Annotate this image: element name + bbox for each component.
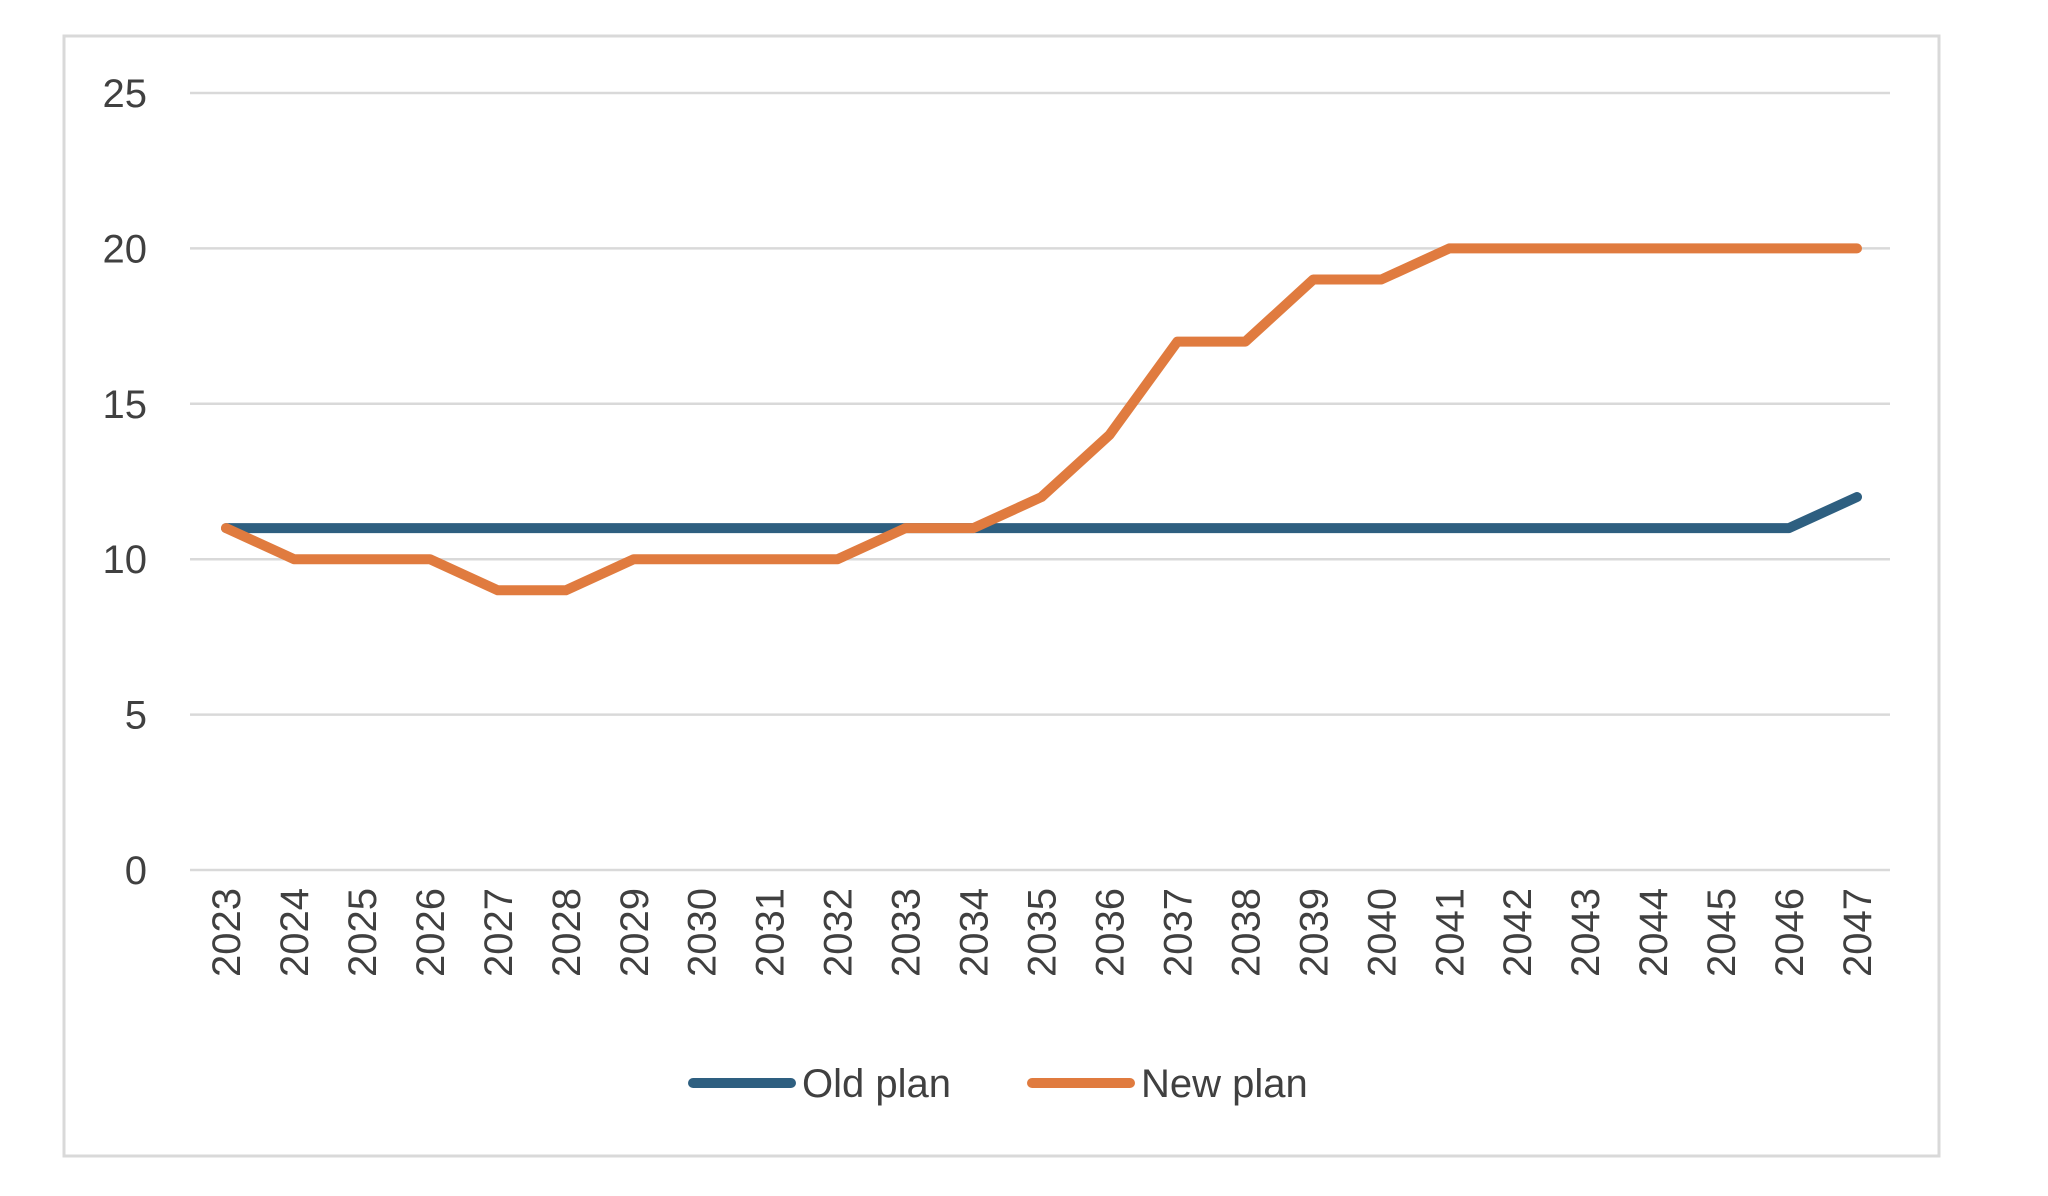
x-tick-label: 2026 [409,888,453,977]
x-tick-label: 2042 [1496,888,1540,977]
x-axis-tick-labels: 2023 2024 2025 2026 2027 2028 2029 2030 2031 2032… [205,888,1880,977]
legend-label: New plan [1141,1062,1308,1106]
x-tick-label: 2045 [1700,888,1744,977]
y-tick-label: 10 [103,538,148,582]
y-tick-label: 0 [125,849,147,893]
x-tick-label: 2027 [477,888,521,977]
x-tick-label: 2040 [1360,888,1404,977]
x-tick-label: 2047 [1836,888,1880,977]
x-tick-label: 2031 [749,888,793,977]
x-tick-label: 2044 [1632,888,1676,977]
chart-frame [62,34,1941,1158]
series-lines [221,243,1862,596]
x-tick-label: 2036 [1088,888,1132,977]
x-tick-label: 2038 [1224,888,1268,977]
y-tick-label: 5 [125,694,147,738]
x-tick-label: 2029 [613,888,657,977]
x-tick-label: 2032 [817,888,861,977]
x-tick-label: 2025 [341,888,385,977]
x-tick-label: 2039 [1292,888,1336,977]
x-tick-label: 2046 [1768,888,1812,977]
x-tick-label: 2033 [885,888,929,977]
series-line-old-plan [221,492,1862,534]
x-tick-label: 2030 [681,888,725,977]
x-tick-label: 2035 [1021,888,1065,977]
series-line-new-plan [221,243,1862,596]
x-tick-label: 2037 [1156,888,1200,977]
x-tick-label: 2043 [1564,888,1608,977]
x-tick-label: 2034 [953,888,997,977]
legend: Old plan New plan [688,1062,1308,1106]
x-tick-label: 2028 [545,888,589,977]
legend-label: Old plan [802,1062,951,1106]
y-axis-tick-labels: 0 5 10 15 20 25 [103,72,148,893]
x-tick-label: 2041 [1428,888,1472,977]
x-tick-label: 2023 [205,888,249,977]
gridlines [190,91,1890,872]
y-tick-label: 20 [103,227,148,271]
x-tick-label: 2024 [273,888,317,977]
y-tick-label: 15 [103,383,148,427]
y-tick-label: 25 [103,72,148,116]
